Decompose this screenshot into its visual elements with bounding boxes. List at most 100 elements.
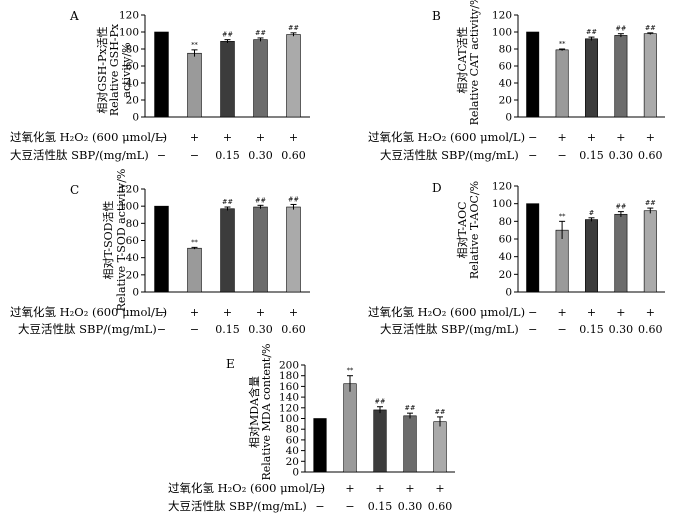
sbp-value: 0.30 <box>398 500 423 513</box>
significance-mark: ** <box>191 41 198 49</box>
bar <box>614 35 628 118</box>
y-tick-label: 80 <box>499 44 512 56</box>
y-tick-label: 120 <box>492 10 512 22</box>
sbp-value: − <box>528 323 537 336</box>
bar <box>187 52 202 118</box>
y-tick-label: 20 <box>126 95 139 107</box>
bar <box>253 206 268 293</box>
y-tick-label: 0 <box>505 112 512 124</box>
h2o2-value: + <box>375 482 384 495</box>
sbp-value: − <box>528 149 537 162</box>
h2o2-row-label: 过氧化氢 H₂O₂ (600 μmol/L) <box>168 481 325 495</box>
h2o2-value: + <box>646 306 655 319</box>
y-tick-label: 40 <box>499 78 512 90</box>
sbp-value: 0.60 <box>638 149 663 162</box>
significance-mark: ## <box>288 195 299 203</box>
y-tick-label: 60 <box>499 234 512 246</box>
sbp-value: − <box>557 323 566 336</box>
y-tick-label: 80 <box>126 218 139 230</box>
y-tick-label: 120 <box>119 184 139 196</box>
y-tick-label: 40 <box>126 78 139 90</box>
sbp-value: 0.15 <box>368 500 393 513</box>
bar <box>643 210 657 293</box>
y-tick-label: 0 <box>505 287 512 299</box>
h2o2-value: − <box>315 482 324 495</box>
y-tick-label: 40 <box>126 252 139 264</box>
significance-mark: ## <box>645 24 656 32</box>
bar <box>555 229 569 293</box>
panel-a: A 0 20 40 60 80 100 120 相对GSH-Px活性 Relative GSH-P… <box>10 9 310 162</box>
significance-mark: ## <box>222 31 233 39</box>
panel-label: E <box>226 357 235 371</box>
h2o2-value: + <box>345 482 354 495</box>
y-tick-label: 120 <box>119 10 139 22</box>
bar <box>343 383 357 473</box>
bar <box>643 33 657 118</box>
sbp-value: 0.15 <box>215 323 240 336</box>
sbp-value: 0.15 <box>215 149 240 162</box>
bar <box>526 31 540 118</box>
bar <box>220 41 235 118</box>
sbp-value: 0.30 <box>609 323 634 336</box>
sbp-value: − <box>190 149 199 162</box>
y-tick-label: 160 <box>279 381 299 393</box>
sbp-row-label: 大豆活性肽 SBP/(mg/mL) <box>10 148 149 162</box>
h2o2-row-label: 过氧化氢 H₂O₂ (600 μmol/L) <box>368 305 525 319</box>
h2o2-value: + <box>587 306 596 319</box>
significance-mark: ## <box>645 199 656 207</box>
bar <box>373 409 387 473</box>
sbp-value: 0.60 <box>638 323 663 336</box>
significance-mark: ** <box>559 40 566 48</box>
panel-label: D <box>432 181 442 195</box>
sbp-value: 0.60 <box>428 500 453 513</box>
significance-mark: ## <box>435 408 446 416</box>
y-tick-label: 40 <box>286 445 299 457</box>
y-tick-label: 60 <box>126 61 139 73</box>
y-tick-label: 100 <box>119 27 139 39</box>
significance-mark: ** <box>559 212 566 220</box>
sbp-value: 0.30 <box>248 323 273 336</box>
panel-label: B <box>432 9 441 23</box>
significance-mark: ## <box>375 398 386 406</box>
bar <box>154 205 169 293</box>
y-tick-label: 60 <box>499 61 512 73</box>
bar <box>253 39 268 118</box>
h2o2-value: + <box>557 306 566 319</box>
sbp-value: − <box>557 149 566 162</box>
y-tick-label: 20 <box>499 95 512 107</box>
y-tick-label: 60 <box>286 434 299 446</box>
h2o2-value: + <box>190 306 199 319</box>
y-axis-label: 相对T-AOC <box>455 201 469 258</box>
significance-mark: ** <box>347 367 354 375</box>
bar <box>286 206 301 293</box>
sbp-value: − <box>345 500 354 513</box>
sbp-row-label: 大豆活性肽 SBP/(mg/mL) <box>168 499 307 513</box>
y-tick-label: 180 <box>279 370 299 382</box>
significance-mark: ## <box>288 24 299 32</box>
y-axis-label: Relative T-SOD activity/% <box>115 169 128 312</box>
y-tick-label: 140 <box>279 392 299 404</box>
sbp-value: 0.15 <box>579 149 604 162</box>
h2o2-value: − <box>528 306 537 319</box>
bar <box>614 213 628 293</box>
significance-mark: ## <box>586 28 597 36</box>
y-axis-label: 相对MDA含量 <box>247 376 261 448</box>
y-axis-label: 相对CAT活性 <box>455 26 469 93</box>
y-tick-label: 40 <box>499 251 512 263</box>
h2o2-value: + <box>223 131 232 144</box>
y-tick-label: 60 <box>126 235 139 247</box>
y-tick-label: 100 <box>492 198 512 210</box>
bar <box>286 34 301 118</box>
y-tick-label: 100 <box>119 201 139 213</box>
y-tick-label: 20 <box>499 269 512 281</box>
y-tick-label: 0 <box>132 112 139 124</box>
h2o2-value: − <box>157 306 166 319</box>
significance-mark: ** <box>191 238 198 246</box>
h2o2-value: + <box>616 131 625 144</box>
sbp-value: 0.30 <box>609 149 634 162</box>
y-tick-label: 20 <box>126 269 139 281</box>
h2o2-value: + <box>223 306 232 319</box>
y-axis-label: 相对T-SOD活性 <box>101 200 115 279</box>
y-axis-label: Relative CAT activity/% <box>468 0 481 125</box>
